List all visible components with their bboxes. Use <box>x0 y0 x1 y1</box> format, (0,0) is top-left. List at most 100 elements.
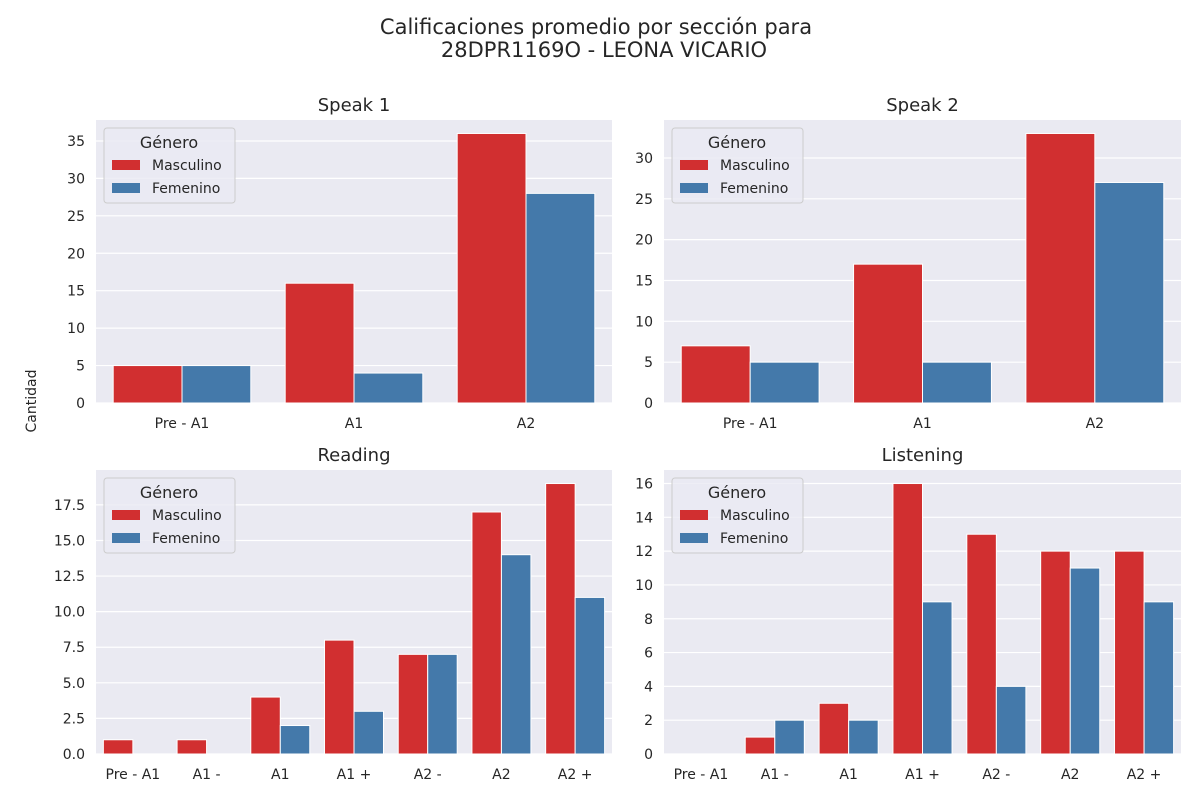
panel-title: Reading <box>317 445 390 466</box>
bar-masculino-2 <box>250 696 281 755</box>
bar-masculino-3 <box>892 483 924 755</box>
chart-panel-0: 0 5 10 15 20 25 30 35 Speak 1 Pre - A1 A1 A2 Género M… <box>67 95 612 432</box>
legend-swatch-masculino <box>112 160 140 170</box>
figure-title-line-1: Calificaciones promedio por sección para <box>380 15 812 39</box>
legend-title: Género <box>140 483 198 502</box>
y-tick-label: 15 <box>67 284 85 300</box>
legend-swatch-masculino <box>112 510 140 520</box>
x-tick-label: A1 - <box>193 767 221 783</box>
y-tick-label: 7.5 <box>63 640 85 656</box>
bar-femenino-2 <box>1094 181 1165 404</box>
legend-title: Género <box>140 133 198 152</box>
y-tick-label: 12.5 <box>54 569 85 585</box>
x-tick-label: Pre - A1 <box>106 767 161 783</box>
legend: Género Masculino Femenino <box>671 127 804 204</box>
legend-label: Femenino <box>152 181 220 197</box>
x-tick-label: Pre - A1 <box>723 416 778 432</box>
y-tick-label: 5 <box>644 355 653 371</box>
legend-title: Género <box>708 483 766 502</box>
bar-masculino-6 <box>1114 550 1145 755</box>
bar-masculino-5 <box>1040 550 1071 755</box>
bars <box>680 132 1165 404</box>
bar-masculino-1 <box>744 736 776 755</box>
y-tick-label: 5 <box>76 359 85 375</box>
y-tick-label: 10.0 <box>54 605 85 621</box>
bar-femenino-0 <box>749 361 820 404</box>
x-tick-label: A2 + <box>1127 767 1162 783</box>
y-tick-label: 10 <box>635 314 653 330</box>
panel-title: Speak 2 <box>886 95 959 116</box>
y-tick-label: 10 <box>67 321 85 337</box>
x-tick-label: A1 <box>345 416 363 432</box>
bar-masculino-6 <box>545 483 576 755</box>
bar-masculino-0 <box>680 345 751 404</box>
y-tick-label: 16 <box>635 477 653 493</box>
bar-femenino-3 <box>922 601 953 755</box>
bar-femenino-6 <box>574 596 606 755</box>
x-tick-label: A1 + <box>337 767 372 783</box>
bar-masculino-5 <box>471 511 502 755</box>
x-tick-label: A1 + <box>905 767 940 783</box>
bar-masculino-0 <box>112 365 183 404</box>
bar-femenino-2 <box>848 719 879 755</box>
x-tick-label: A1 <box>839 767 857 783</box>
bars <box>112 132 596 404</box>
figure-title-line-2: 28DPR1169O - LEONA VICARIO <box>441 38 767 62</box>
y-tick-label: 8 <box>644 612 653 628</box>
y-tick-label: 15.0 <box>54 533 85 549</box>
bar-masculino-3 <box>324 639 355 755</box>
legend-swatch-femenino <box>112 533 140 543</box>
y-tick-label: 12 <box>635 544 653 560</box>
y-tick-label: 6 <box>644 646 653 662</box>
y-tick-label: 25 <box>635 192 653 208</box>
bar-masculino-4 <box>966 533 997 755</box>
bar-femenino-1 <box>353 372 424 404</box>
bars <box>102 483 606 755</box>
x-tick-label: A2 + <box>558 767 593 783</box>
chart-panel-2: 0.0 2.5 5.0 7.5 10.0 12.5 15.0 17.5 Reading Pre -… <box>54 445 612 783</box>
bar-femenino-0 <box>181 365 252 404</box>
y-axis-label: Cantidad <box>24 370 40 433</box>
x-tick-label: A2 <box>517 416 535 432</box>
legend-label: Femenino <box>720 531 788 547</box>
bar-masculino-0 <box>102 739 134 755</box>
y-tick-label: 0 <box>644 747 653 763</box>
bar-masculino-2 <box>456 132 527 404</box>
y-tick-label: 10 <box>635 578 653 594</box>
bar-femenino-4 <box>995 685 1027 755</box>
y-tick-label: 15 <box>635 273 653 289</box>
x-tick-label: A1 <box>271 767 289 783</box>
y-tick-label: 0 <box>644 396 653 412</box>
legend-label: Masculino <box>720 508 790 524</box>
bar-masculino-1 <box>853 263 923 404</box>
x-tick-label: A2 <box>1086 416 1104 432</box>
y-tick-label: 2.5 <box>63 711 85 727</box>
legend: Género Masculino Femenino <box>671 477 804 554</box>
legend-swatch-femenino <box>680 183 708 193</box>
legend-label: Femenino <box>720 181 788 197</box>
y-tick-label: 4 <box>644 679 653 695</box>
legend-swatch-femenino <box>112 183 140 193</box>
x-tick-label: A2 - <box>414 767 442 783</box>
x-tick-label: A1 - <box>761 767 789 783</box>
legend-swatch-masculino <box>680 510 708 520</box>
y-tick-label: 0 <box>76 396 85 412</box>
bar-femenino-3 <box>353 710 384 755</box>
bar-femenino-5 <box>1069 567 1101 755</box>
x-tick-label: A2 <box>492 767 510 783</box>
bars <box>744 483 1175 755</box>
x-tick-label: Pre - A1 <box>674 767 729 783</box>
legend-swatch-masculino <box>680 160 708 170</box>
bar-femenino-2 <box>525 192 596 404</box>
y-tick-label: 25 <box>67 209 85 225</box>
y-tick-label: 14 <box>635 510 653 526</box>
y-tick-label: 20 <box>635 233 653 249</box>
legend-label: Masculino <box>152 508 222 524</box>
legend-label: Femenino <box>152 531 220 547</box>
bar-masculino-4 <box>397 653 429 755</box>
chart-panel-1: 0 5 10 15 20 25 30 Speak 2 Pre - A1 A1 A2 Género Mas… <box>635 95 1181 432</box>
bar-masculino-2 <box>818 702 850 755</box>
panel-title: Listening <box>882 445 964 466</box>
